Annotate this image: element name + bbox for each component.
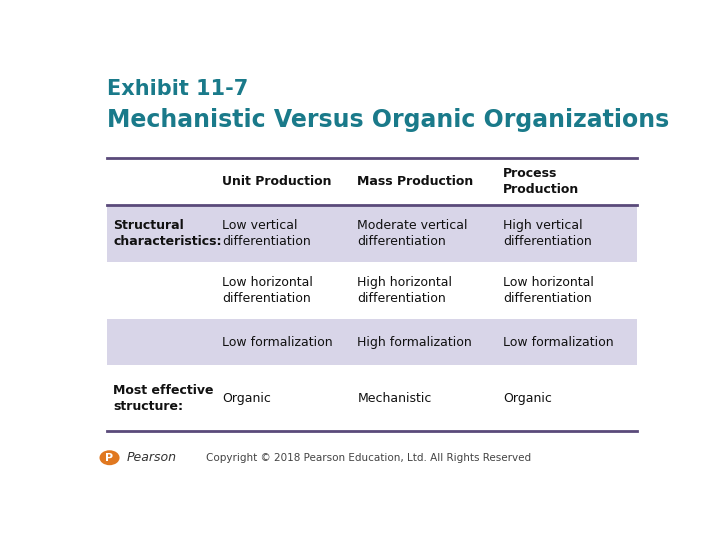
Text: Low formalization: Low formalization [222,336,333,349]
Text: Mass Production: Mass Production [357,175,474,188]
Text: Low formalization: Low formalization [503,336,613,349]
Circle shape [99,450,120,465]
Text: Organic: Organic [222,392,271,404]
Text: Low vertical
differentiation: Low vertical differentiation [222,219,311,248]
Text: Low horizontal
differentiation: Low horizontal differentiation [222,276,313,305]
Text: High formalization: High formalization [357,336,472,349]
Text: High horizontal
differentiation: High horizontal differentiation [357,276,452,305]
Text: Exhibit 11-7: Exhibit 11-7 [107,79,248,99]
Text: Organic: Organic [503,392,552,404]
Bar [107,319,637,366]
Bar [107,205,637,262]
Text: Copyright © 2018 Pearson Education, Ltd. All Rights Reserved: Copyright © 2018 Pearson Education, Ltd.… [207,453,531,463]
Text: P: P [105,453,114,463]
Text: High vertical
differentiation: High vertical differentiation [503,219,592,248]
Text: Structural
characteristics:: Structural characteristics: [114,219,222,248]
Text: Moderate vertical
differentiation: Moderate vertical differentiation [357,219,468,248]
Text: Pearson: Pearson [126,451,176,464]
Text: Process
Production: Process Production [503,167,580,196]
Text: Unit Production: Unit Production [222,175,332,188]
Text: Mechanistic Versus Organic Organizations: Mechanistic Versus Organic Organizations [107,109,669,132]
Text: Low horizontal
differentiation: Low horizontal differentiation [503,276,594,305]
Text: Mechanistic: Mechanistic [357,392,432,404]
Text: Most effective
structure:: Most effective structure: [114,383,214,413]
